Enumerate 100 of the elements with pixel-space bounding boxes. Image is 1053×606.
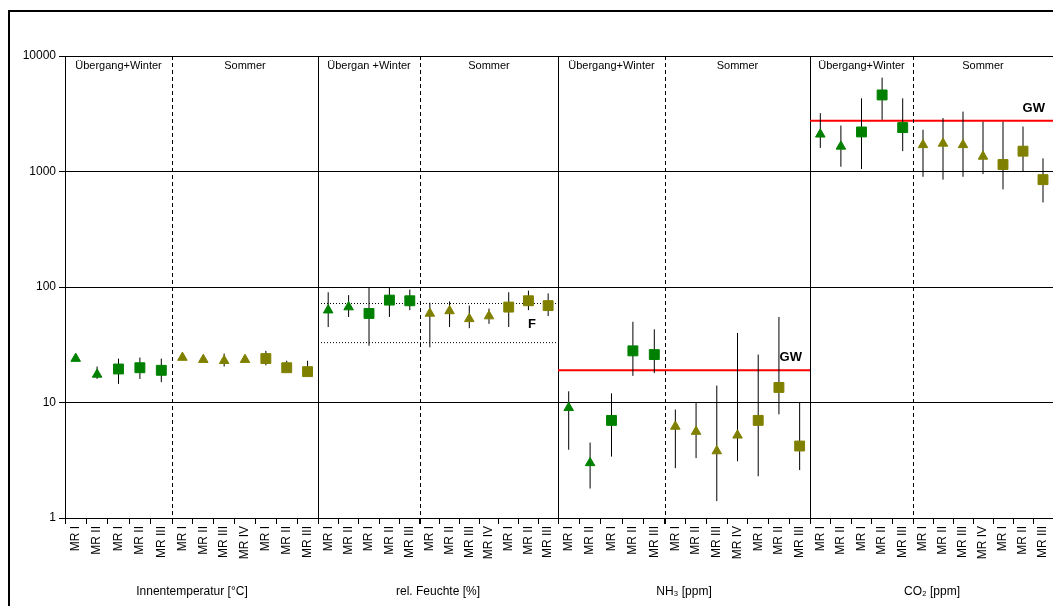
x-tick-label: MR III [791, 526, 806, 558]
point [302, 366, 314, 378]
point [584, 456, 596, 467]
x-tick-label: MR I [258, 526, 273, 552]
x-tick-label: MR III [540, 526, 555, 558]
x-tick-label: MR I [68, 526, 83, 552]
x-tick-label: MR III [895, 526, 910, 558]
x-axis-title: Innentemperatur [°C] [136, 584, 248, 598]
point [997, 159, 1009, 170]
x-tick-label: MR III [153, 526, 168, 558]
x-tick-label: MR I [422, 526, 437, 552]
x-tick-label: MR III [216, 526, 231, 558]
ref-line-label: F [528, 315, 537, 331]
point [343, 301, 354, 311]
point [794, 440, 806, 452]
ref-line-label: GW [1022, 99, 1046, 115]
x-tick-label: MR II [688, 526, 703, 555]
point [977, 150, 989, 160]
point [1017, 145, 1029, 157]
x-tick-label: MR II [520, 526, 535, 555]
x-tick-label: MR III [299, 526, 314, 558]
x-tick-label: MR II [1015, 526, 1030, 555]
point [606, 414, 617, 426]
point [835, 140, 847, 150]
point [670, 420, 681, 430]
point [483, 310, 495, 320]
x-tick-label: MR II [132, 526, 147, 555]
x-axis-title: rel. Feuchte [%] [395, 584, 481, 598]
x-tick-label: MR I [812, 526, 827, 552]
point [177, 351, 188, 361]
x-tick-label: MR III [1035, 526, 1050, 558]
point [648, 349, 660, 361]
point [957, 138, 969, 149]
x-axis-title: NH₃ [ppm] [656, 584, 712, 598]
x-tick-label: MR III [709, 526, 724, 558]
x-tick-label: MR II [441, 526, 456, 555]
x-tick-label: MR I [603, 526, 618, 552]
x-tick-label: MR IV [481, 526, 496, 560]
x-tick-label: MR IV [729, 526, 744, 560]
x-tick-label: MR IV [237, 526, 252, 560]
point [773, 382, 785, 393]
x-tick-label: MR I [915, 526, 930, 552]
annotation: Übergang+Winter [568, 58, 656, 71]
point [542, 300, 554, 312]
point [917, 138, 929, 149]
annotation: Sommer [468, 58, 511, 71]
x-tick-label: MR II [340, 526, 355, 555]
point [1037, 174, 1049, 186]
x-tick-label: MR I [561, 526, 576, 552]
x-tick-label: MR II [381, 526, 396, 555]
point [322, 304, 334, 314]
x-axis-title: CO₂ [ppm] [903, 584, 961, 598]
x-tick-label: MR II [833, 526, 848, 555]
point [404, 295, 416, 307]
point [503, 301, 515, 313]
point [897, 122, 909, 134]
point [563, 401, 574, 412]
annotation: Sommer [962, 58, 1005, 71]
point [711, 445, 723, 455]
point [627, 345, 639, 357]
x-tick-label: MR III [402, 526, 417, 558]
point [444, 304, 455, 315]
point [239, 353, 251, 363]
x-tick-label: MR II [279, 526, 294, 555]
x-tick-label: MR II [625, 526, 640, 555]
x-tick-label: MR I [667, 526, 682, 552]
annotation: Übergang+Winter [818, 58, 906, 71]
x-tick-label: MR III [646, 526, 661, 558]
x-tick-label: MR II [195, 526, 210, 555]
x-tick-label: MR I [110, 526, 125, 552]
point [732, 429, 743, 439]
x-tick-label: MR II [582, 526, 597, 555]
point [198, 353, 209, 363]
point [690, 425, 702, 435]
ref-line-label: GW [779, 349, 803, 365]
x-tick-label: MR III [955, 526, 970, 558]
x-tick-label: MR I [361, 526, 376, 552]
x-tick-label: MR II [89, 526, 104, 555]
y-tick-label: 1 [49, 510, 57, 525]
y-tick-label: 100 [35, 279, 57, 294]
x-tick-label: MR III [461, 526, 476, 558]
x-tick-label: MR II [935, 526, 950, 555]
x-tick-label: MR I [174, 526, 189, 552]
point [815, 128, 826, 138]
x-tick-label: MR I [501, 526, 516, 552]
point [464, 312, 475, 323]
x-tick-label: MR I [995, 526, 1010, 552]
x-tick-label: MR IV [975, 526, 990, 560]
x-tick-label: MR I [853, 526, 868, 552]
point [522, 295, 534, 307]
annotation: Sommer [716, 58, 759, 71]
point [424, 307, 436, 317]
point [281, 362, 293, 374]
y-tick-label: 1000 [29, 163, 57, 178]
annotation: Sommer [224, 58, 267, 71]
point [752, 414, 764, 426]
x-tick-label: MR I [320, 526, 335, 552]
y-tick-label: 10000 [22, 48, 57, 63]
x-tick-label: MR I [750, 526, 765, 552]
x-tick-label: MR II [874, 526, 889, 555]
